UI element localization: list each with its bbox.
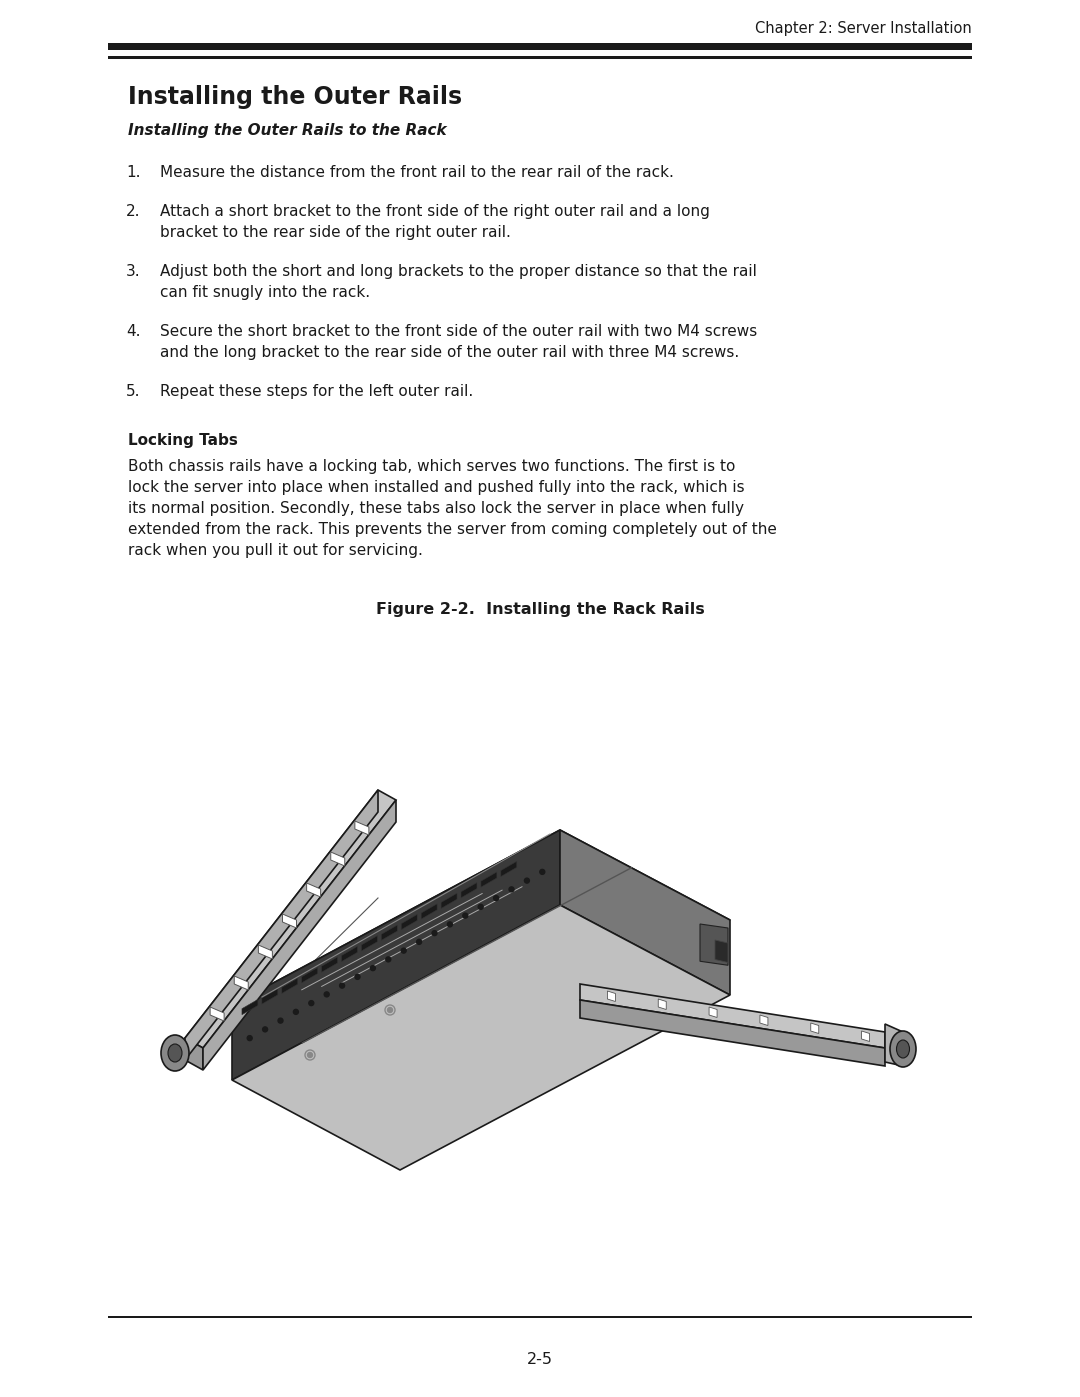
Circle shape — [309, 1000, 314, 1006]
Polygon shape — [185, 789, 396, 1048]
Text: Repeat these steps for the left outer rail.: Repeat these steps for the left outer ra… — [160, 384, 473, 400]
Circle shape — [370, 965, 376, 971]
Ellipse shape — [161, 1035, 189, 1071]
Polygon shape — [185, 789, 378, 1060]
Polygon shape — [811, 1023, 819, 1034]
Ellipse shape — [896, 1039, 909, 1058]
Polygon shape — [481, 872, 497, 887]
Bar — [108, 43, 972, 50]
Polygon shape — [261, 989, 278, 1004]
Polygon shape — [355, 821, 369, 835]
Circle shape — [388, 1007, 392, 1013]
Polygon shape — [282, 978, 298, 993]
Ellipse shape — [890, 1031, 916, 1067]
Circle shape — [294, 1010, 298, 1014]
Polygon shape — [700, 923, 728, 965]
Text: 1.: 1. — [126, 165, 140, 180]
Circle shape — [463, 914, 468, 918]
Text: Figure 2-2.  Installing the Rack Rails: Figure 2-2. Installing the Rack Rails — [376, 602, 704, 617]
Text: 2-5: 2-5 — [527, 1352, 553, 1368]
Bar — [108, 1316, 972, 1317]
Ellipse shape — [168, 1044, 183, 1062]
Text: Installing the Outer Rails: Installing the Outer Rails — [129, 85, 462, 109]
Polygon shape — [885, 1024, 903, 1066]
Circle shape — [509, 887, 514, 891]
Circle shape — [540, 869, 544, 875]
Text: Secure the short bracket to the front side of the outer rail with two M4 screws: Secure the short bracket to the front si… — [160, 324, 757, 339]
Circle shape — [262, 1027, 268, 1032]
Text: Both chassis rails have a locking tab, which serves two functions. The first is : Both chassis rails have a locking tab, w… — [129, 460, 735, 474]
Circle shape — [432, 930, 437, 936]
Circle shape — [447, 922, 453, 926]
Text: lock the server into place when installed and pushed fully into the rack, which : lock the server into place when installe… — [129, 481, 744, 495]
Polygon shape — [234, 977, 248, 990]
Polygon shape — [307, 883, 321, 897]
Circle shape — [525, 879, 529, 883]
Circle shape — [324, 992, 329, 997]
Text: 2.: 2. — [126, 204, 140, 219]
Circle shape — [278, 1018, 283, 1023]
Text: 5.: 5. — [126, 384, 140, 400]
Text: Measure the distance from the front rail to the rear rail of the rack.: Measure the distance from the front rail… — [160, 165, 674, 180]
Polygon shape — [301, 968, 318, 983]
Text: 4.: 4. — [126, 324, 140, 339]
Text: can fit snugly into the rack.: can fit snugly into the rack. — [160, 285, 370, 300]
Text: 3.: 3. — [126, 264, 140, 279]
Polygon shape — [242, 999, 258, 1014]
Polygon shape — [232, 905, 730, 1171]
Circle shape — [494, 895, 499, 901]
Polygon shape — [283, 914, 297, 928]
Polygon shape — [203, 800, 396, 1070]
Polygon shape — [341, 946, 357, 961]
Circle shape — [478, 904, 483, 909]
Polygon shape — [715, 940, 728, 963]
Text: Adjust both the short and long brackets to the proper distance so that the rail: Adjust both the short and long brackets … — [160, 264, 757, 279]
Polygon shape — [760, 1016, 768, 1025]
Polygon shape — [580, 983, 885, 1048]
Polygon shape — [710, 1007, 717, 1017]
Circle shape — [417, 939, 421, 944]
Text: Installing the Outer Rails to the Rack: Installing the Outer Rails to the Rack — [129, 123, 447, 137]
Polygon shape — [441, 893, 457, 908]
Polygon shape — [461, 883, 477, 898]
Polygon shape — [421, 904, 437, 919]
Polygon shape — [658, 999, 666, 1010]
Circle shape — [355, 974, 360, 979]
Polygon shape — [185, 1038, 203, 1070]
Polygon shape — [561, 830, 730, 995]
Polygon shape — [402, 915, 417, 929]
Polygon shape — [501, 862, 516, 876]
Polygon shape — [232, 830, 561, 1080]
Text: rack when you pull it out for servicing.: rack when you pull it out for servicing. — [129, 543, 423, 557]
Text: extended from the rack. This prevents the server from coming completely out of t: extended from the rack. This prevents th… — [129, 522, 777, 536]
Circle shape — [386, 957, 391, 963]
Polygon shape — [330, 852, 345, 866]
Polygon shape — [322, 957, 338, 972]
Circle shape — [401, 949, 406, 953]
Text: its normal position. Secondly, these tabs also lock the server in place when ful: its normal position. Secondly, these tab… — [129, 502, 744, 515]
Text: Chapter 2: Server Installation: Chapter 2: Server Installation — [755, 21, 972, 35]
Circle shape — [339, 983, 345, 988]
Text: and the long bracket to the rear side of the outer rail with three M4 screws.: and the long bracket to the rear side of… — [160, 345, 739, 360]
Bar — [108, 56, 972, 59]
Circle shape — [308, 1052, 312, 1058]
Polygon shape — [362, 936, 377, 951]
Polygon shape — [607, 990, 616, 1002]
Polygon shape — [862, 1031, 869, 1042]
Polygon shape — [232, 830, 730, 1095]
Polygon shape — [580, 1000, 885, 1066]
Circle shape — [247, 1035, 253, 1041]
Polygon shape — [211, 1007, 225, 1021]
Polygon shape — [258, 944, 272, 958]
Text: Attach a short bracket to the front side of the right outer rail and a long: Attach a short bracket to the front side… — [160, 204, 710, 219]
Text: bracket to the rear side of the right outer rail.: bracket to the rear side of the right ou… — [160, 225, 511, 240]
Polygon shape — [381, 925, 397, 940]
Text: Locking Tabs: Locking Tabs — [129, 433, 238, 448]
